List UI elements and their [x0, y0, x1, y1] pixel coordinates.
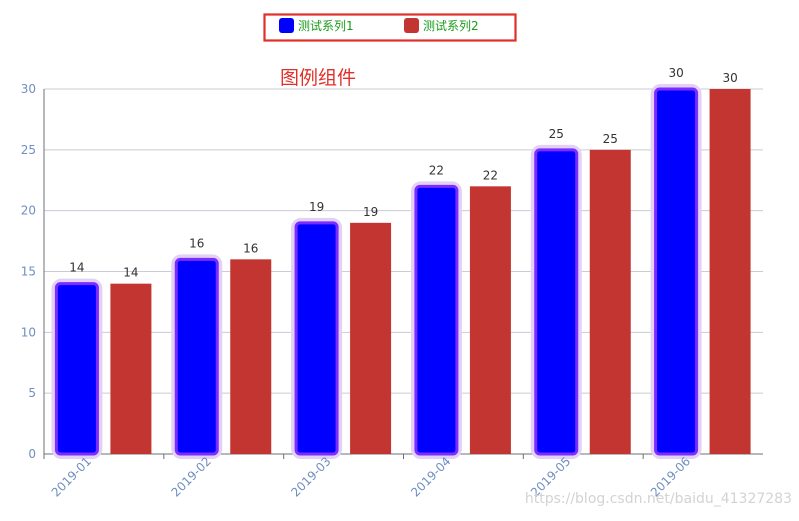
data-label: 22	[483, 168, 498, 182]
bar-series-2[interactable]	[589, 149, 631, 455]
data-label: 16	[243, 241, 258, 255]
y-tick-label: 30	[21, 82, 36, 96]
legend: 测试系列1 测试系列2	[263, 13, 517, 42]
watermark: https://blog.csdn.net/baidu_41327283	[525, 491, 792, 507]
bar-highlight-glow	[171, 254, 223, 460]
x-tick-label: 2019-04	[408, 454, 453, 499]
bar-highlight-glow	[410, 181, 462, 459]
bar-series-1[interactable]	[534, 148, 579, 456]
y-tick-label: 0	[28, 447, 36, 461]
data-label: 25	[549, 127, 564, 141]
y-tick-label: 5	[28, 386, 36, 400]
legend-swatch-series-2	[404, 18, 419, 33]
axes	[43, 89, 763, 459]
bar-highlight-glow	[51, 278, 103, 459]
grid	[44, 88, 763, 394]
bar-highlight-glow	[530, 144, 582, 459]
x-tick-label: 2019-01	[49, 454, 94, 499]
legend-item-series-1[interactable]: 测试系列1	[279, 18, 354, 33]
bar-series-2[interactable]	[709, 89, 751, 454]
bar-series-2[interactable]	[469, 186, 511, 455]
bar-highlight-glow	[291, 217, 343, 459]
data-labels: 14 14 16 16 19 19 22 22 25 25 30 30	[69, 66, 737, 280]
data-label: 25	[603, 132, 618, 146]
legend-label-series-1: 测试系列1	[298, 18, 354, 33]
bar-series-1[interactable]	[54, 282, 99, 456]
bar-highlight-glow	[650, 84, 702, 459]
data-label: 30	[722, 71, 737, 85]
bar-series-2[interactable]	[350, 222, 392, 454]
chart-title: 图例组件	[280, 67, 356, 89]
bars	[51, 84, 751, 460]
bar-series-1[interactable]	[654, 87, 699, 456]
y-tick-label: 25	[21, 143, 36, 157]
data-label: 19	[309, 200, 324, 214]
y-tick-label: 15	[21, 265, 36, 279]
bar-series-2[interactable]	[110, 283, 152, 454]
data-label: 16	[189, 236, 204, 250]
data-label: 22	[429, 163, 444, 177]
bar-series-1[interactable]	[174, 257, 219, 456]
legend-swatch-series-1	[279, 18, 294, 33]
bar-series-2[interactable]	[230, 259, 272, 454]
bar-series-1[interactable]	[294, 221, 339, 456]
legend-label-series-2: 测试系列2	[423, 18, 479, 33]
x-tick-label: 2019-02	[169, 454, 214, 499]
y-tick-label: 20	[21, 204, 36, 218]
legend-border	[263, 13, 517, 42]
data-label: 14	[123, 266, 138, 280]
data-label: 14	[69, 261, 84, 275]
bar-series-1[interactable]	[414, 184, 459, 456]
y-tick-labels: 0 5 10 15 20 25 30	[21, 82, 36, 461]
legend-item-series-2[interactable]: 测试系列2	[404, 18, 479, 33]
data-label: 19	[363, 205, 378, 219]
x-tick-label: 2019-03	[288, 454, 333, 499]
data-label: 30	[668, 66, 683, 80]
y-tick-label: 10	[21, 325, 36, 339]
